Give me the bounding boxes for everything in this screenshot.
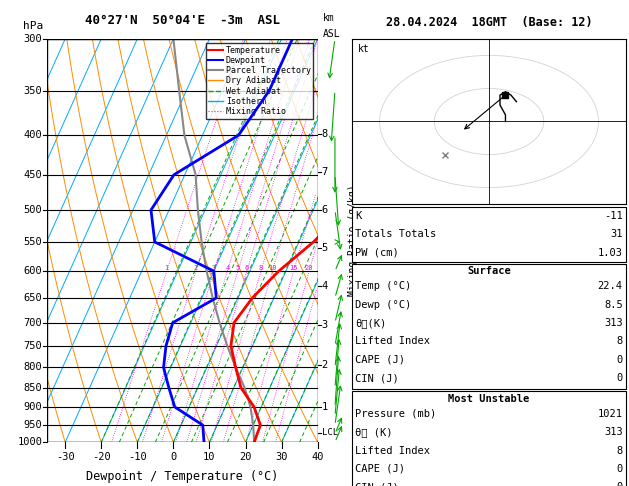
Text: 1: 1 [165, 265, 169, 271]
Text: 10: 10 [268, 265, 277, 271]
Text: 500: 500 [23, 205, 42, 215]
Text: 313: 313 [604, 427, 623, 437]
Text: © weatheronline.co.uk: © weatheronline.co.uk [434, 474, 547, 484]
Text: K: K [355, 211, 362, 221]
Text: 700: 700 [23, 318, 42, 328]
Text: 8: 8 [321, 129, 328, 139]
Text: 4: 4 [225, 265, 230, 271]
Text: 22.4: 22.4 [598, 281, 623, 291]
Text: 8: 8 [616, 336, 623, 347]
Text: 5: 5 [321, 243, 328, 253]
Text: 20: 20 [239, 452, 252, 462]
Text: 30: 30 [276, 452, 288, 462]
Text: hPa: hPa [23, 21, 43, 31]
Text: km: km [323, 13, 334, 23]
Text: 2: 2 [321, 361, 328, 370]
Text: 28.04.2024  18GMT  (Base: 12): 28.04.2024 18GMT (Base: 12) [386, 16, 593, 29]
Text: Surface: Surface [467, 266, 511, 276]
Legend: Temperature, Dewpoint, Parcel Trajectory, Dry Adiabat, Wet Adiabat, Isotherm, Mi: Temperature, Dewpoint, Parcel Trajectory… [206, 43, 313, 119]
Text: 313: 313 [604, 318, 623, 328]
Text: -10: -10 [128, 452, 147, 462]
Text: 7: 7 [321, 167, 328, 177]
Text: 4: 4 [321, 281, 328, 292]
Text: Temp (°C): Temp (°C) [355, 281, 411, 291]
Text: 300: 300 [23, 34, 42, 44]
Text: 0: 0 [616, 464, 623, 474]
Text: 1.03: 1.03 [598, 248, 623, 258]
Text: 0: 0 [616, 355, 623, 365]
Text: Dewp (°C): Dewp (°C) [355, 299, 411, 310]
Text: 3: 3 [212, 265, 216, 271]
Text: 350: 350 [23, 86, 42, 96]
Text: 650: 650 [23, 293, 42, 303]
Text: 40: 40 [311, 452, 324, 462]
Text: 8: 8 [259, 265, 263, 271]
Text: -20: -20 [92, 452, 111, 462]
Text: CIN (J): CIN (J) [355, 483, 399, 486]
Text: CAPE (J): CAPE (J) [355, 355, 405, 365]
Text: -30: -30 [56, 452, 75, 462]
Text: 400: 400 [23, 130, 42, 140]
Text: kt: kt [358, 44, 369, 54]
Text: 750: 750 [23, 341, 42, 351]
Text: 8.5: 8.5 [604, 299, 623, 310]
Text: 1021: 1021 [598, 409, 623, 418]
Text: 550: 550 [23, 237, 42, 247]
Text: -11: -11 [604, 211, 623, 221]
Text: 20: 20 [305, 265, 313, 271]
Text: PW (cm): PW (cm) [355, 248, 399, 258]
Text: 3: 3 [321, 320, 328, 330]
Text: 1: 1 [321, 402, 328, 412]
Text: 8: 8 [616, 446, 623, 455]
Text: 0: 0 [170, 452, 177, 462]
Text: 0: 0 [616, 373, 623, 383]
Text: CIN (J): CIN (J) [355, 373, 399, 383]
Text: 31: 31 [610, 229, 623, 239]
Text: 15: 15 [289, 265, 298, 271]
Text: Pressure (mb): Pressure (mb) [355, 409, 437, 418]
Text: LCL: LCL [321, 428, 338, 437]
Text: 5: 5 [236, 265, 240, 271]
Text: Mixing Ratio (g/kg): Mixing Ratio (g/kg) [348, 185, 358, 296]
Text: θᴄ (K): θᴄ (K) [355, 427, 393, 437]
Text: 6: 6 [245, 265, 249, 271]
Text: 10: 10 [203, 452, 216, 462]
Text: ASL: ASL [323, 29, 340, 39]
Text: Lifted Index: Lifted Index [355, 336, 430, 347]
Text: 450: 450 [23, 170, 42, 180]
Text: 40°27'N  50°04'E  -3m  ASL: 40°27'N 50°04'E -3m ASL [85, 14, 280, 27]
Text: 2: 2 [194, 265, 198, 271]
Text: Lifted Index: Lifted Index [355, 446, 430, 455]
Text: 800: 800 [23, 363, 42, 372]
Text: 1000: 1000 [18, 437, 42, 447]
Text: 0: 0 [616, 483, 623, 486]
Text: 950: 950 [23, 420, 42, 430]
Text: Dewpoint / Temperature (°C): Dewpoint / Temperature (°C) [86, 470, 279, 484]
Text: Most Unstable: Most Unstable [448, 394, 530, 404]
Text: Totals Totals: Totals Totals [355, 229, 437, 239]
Text: 900: 900 [23, 402, 42, 412]
Text: 600: 600 [23, 266, 42, 276]
Text: 850: 850 [23, 383, 42, 393]
Text: θᴄ(K): θᴄ(K) [355, 318, 387, 328]
Text: 6: 6 [321, 205, 328, 215]
Text: CAPE (J): CAPE (J) [355, 464, 405, 474]
